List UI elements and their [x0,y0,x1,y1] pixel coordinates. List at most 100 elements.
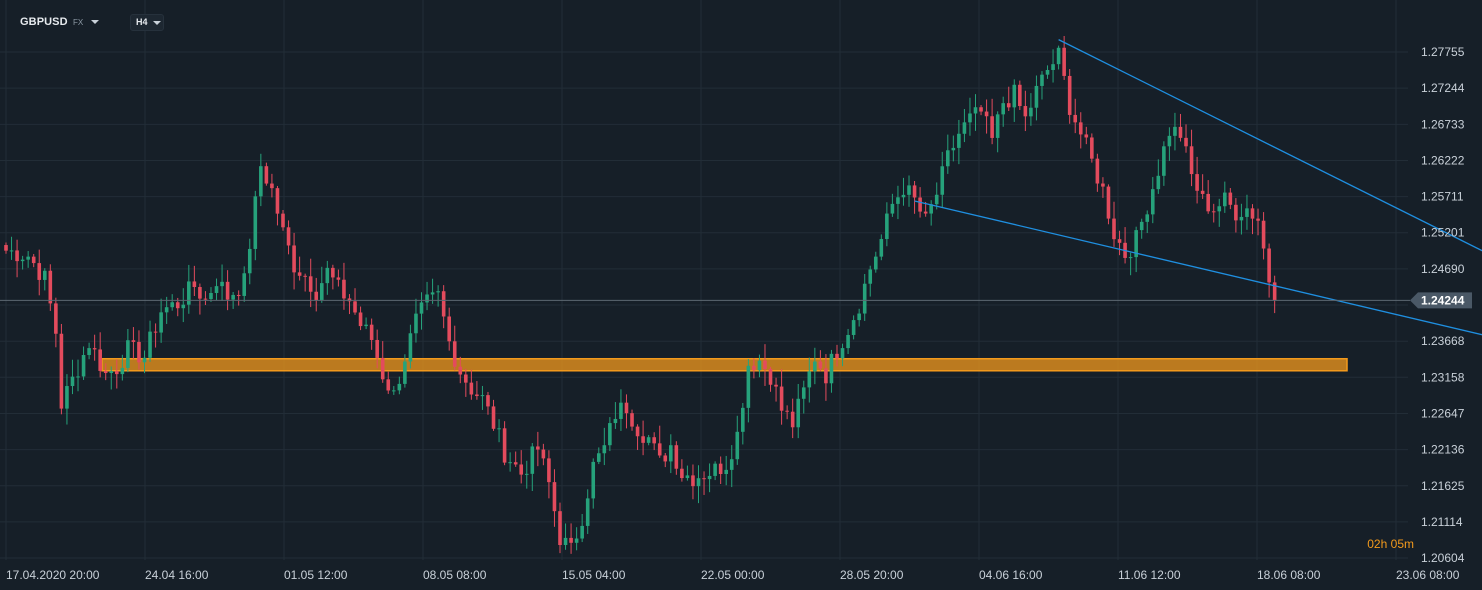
candle-body [137,341,141,363]
candle-body [669,445,673,462]
candle [247,238,252,285]
candle [1056,45,1061,70]
candle-body [286,227,291,246]
candle [569,523,573,554]
symbol-dropdown-caret-icon[interactable] [90,17,100,27]
candle [447,307,451,351]
candle [1134,226,1138,273]
candle-body [868,269,873,284]
candle-body [1167,135,1172,147]
candle-body [9,250,14,252]
candle-body [358,312,363,327]
candle [59,323,64,415]
candle [873,251,878,273]
time-axis[interactable]: 17.04.2020 20:00 24.04 16:00 01.05 12:00 08… [6,568,1460,582]
candle [1029,93,1033,126]
candle-body [912,185,917,198]
candle [1156,159,1161,194]
candle-body [763,360,767,370]
candle [153,323,158,348]
candle [436,285,440,307]
candle-body [796,398,801,428]
candle [325,260,330,295]
candle-body [962,122,967,134]
price-tick-label: 1.25201 [1421,226,1465,240]
candle-body [397,383,402,391]
candle [120,354,125,381]
candle-body [20,259,25,262]
candle [1178,113,1183,142]
symbol-label[interactable]: GBPUSD [20,16,68,28]
candle-body [1045,69,1050,75]
candle [192,265,197,297]
candle [973,94,978,131]
price-axis[interactable]: 1.27755 1.27244 1.26733 1.26222 1.25711 1.252… [1421,45,1465,565]
candle-body [1128,257,1133,259]
candle-body [1178,126,1183,138]
candle [54,297,58,348]
candle [92,334,97,361]
candle-body [331,267,335,278]
timeframe-selector[interactable]: H4 [130,14,164,31]
candle [641,420,645,456]
candle [1150,177,1155,224]
candle [1217,198,1222,227]
candle-body [325,267,330,284]
price-tick-label: 1.26733 [1421,117,1465,131]
candle-body [475,394,479,397]
candle [691,464,695,500]
candle [829,349,834,393]
candle-body [569,537,573,543]
candle-body [846,334,850,349]
candle [70,359,75,395]
candle-body [469,382,474,395]
candle-body [15,250,19,262]
candle [774,377,778,402]
candle-body [790,411,795,428]
candle-body [1101,183,1105,187]
candle-body [1267,248,1271,283]
support-zone[interactable] [101,357,1348,372]
candle-body [447,316,451,342]
countdown-hours-unit: h [1380,537,1388,551]
candle [131,327,136,360]
candle-body [159,312,163,333]
candle [602,427,607,466]
candle [264,162,269,186]
candle-body [558,511,562,546]
candle-body [896,197,900,204]
candle-body [214,286,219,293]
candle-body [259,166,263,197]
candle-body [596,453,601,462]
candle [835,344,839,367]
candle-body [364,324,368,327]
candle [702,471,706,495]
candle-body [392,390,396,392]
price-tick-label: 1.27244 [1421,81,1465,95]
candle [619,389,623,431]
candle-body [580,525,584,539]
candle [159,298,163,343]
candle-body [297,272,302,276]
candle-body [1056,47,1061,65]
candle-body [1062,47,1066,76]
candle-body [198,287,202,299]
candle-body [1173,126,1177,136]
candle [137,330,141,370]
candle-body [862,283,867,314]
candle [923,201,928,217]
candle-body [175,302,180,309]
candle-body [907,185,911,195]
candle-body [87,348,91,355]
candle-body [901,194,906,198]
candle-body [663,455,668,462]
candle [1084,126,1089,145]
market-label: FX [73,18,84,27]
candle [685,465,690,481]
candle-body [1078,122,1083,135]
candle [253,190,258,261]
candle [1106,184,1111,225]
candle-body [530,446,535,474]
